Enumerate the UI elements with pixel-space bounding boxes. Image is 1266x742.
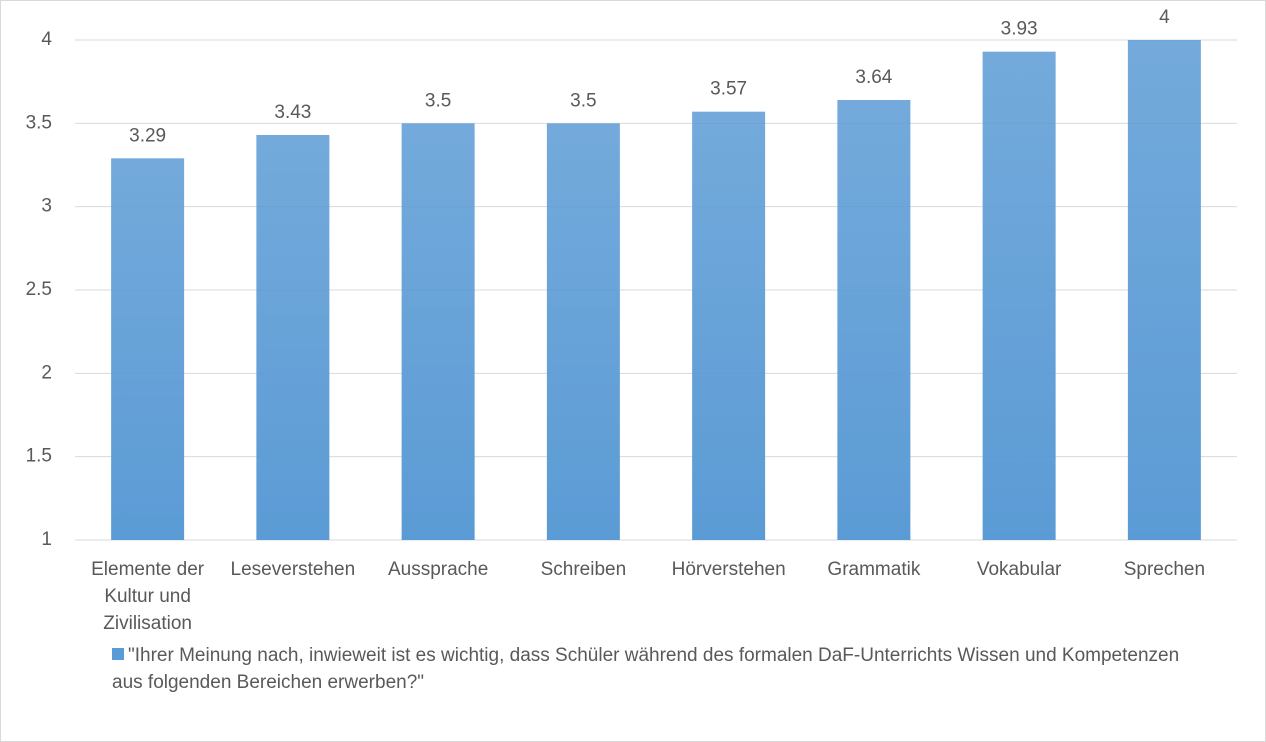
x-tick-label: Schreiben [540,559,627,580]
x-tick-label: Leseverstehen [230,559,356,580]
bar [1127,40,1201,540]
y-tick-label: 3.5 [26,112,52,133]
bar [837,100,911,540]
y-tick-label: 2 [41,362,52,383]
data-label: 3.43 [274,102,311,123]
y-tick-label: 1 [41,529,52,550]
x-tick-label: Grammatik [827,559,921,580]
data-label: 3.93 [1001,19,1038,40]
x-tick-label: Elemente der Kultur und Zivilisation [91,559,205,634]
legend-label: "Ihrer Meinung nach, inwieweit ist es wi… [112,645,1180,693]
y-tick-label: 4 [41,29,52,50]
data-label: 3.5 [570,90,596,111]
x-tick-label: Sprechen [1123,559,1206,580]
bar [982,51,1056,541]
x-tick-label: Vokabular [976,559,1062,580]
y-tick-label: 3 [41,196,52,217]
y-tick-label: 2.5 [26,279,52,300]
y-tick-label: 1.5 [26,446,52,467]
data-label: 3.57 [710,79,747,100]
legend-swatch [112,648,124,660]
x-tick-label: Hörverstehen [671,559,786,580]
legend: "Ihrer Meinung nach, inwieweit ist es wi… [112,642,1212,696]
data-label: 3.29 [129,125,166,146]
data-label: 3.64 [855,67,892,88]
bar [111,158,185,541]
x-tick-label: Aussprache [387,559,489,580]
bar [256,135,330,540]
bar [401,123,475,540]
data-label: 4 [1159,7,1170,28]
bar [692,111,766,541]
data-label: 3.5 [425,90,451,111]
bar [546,123,620,540]
